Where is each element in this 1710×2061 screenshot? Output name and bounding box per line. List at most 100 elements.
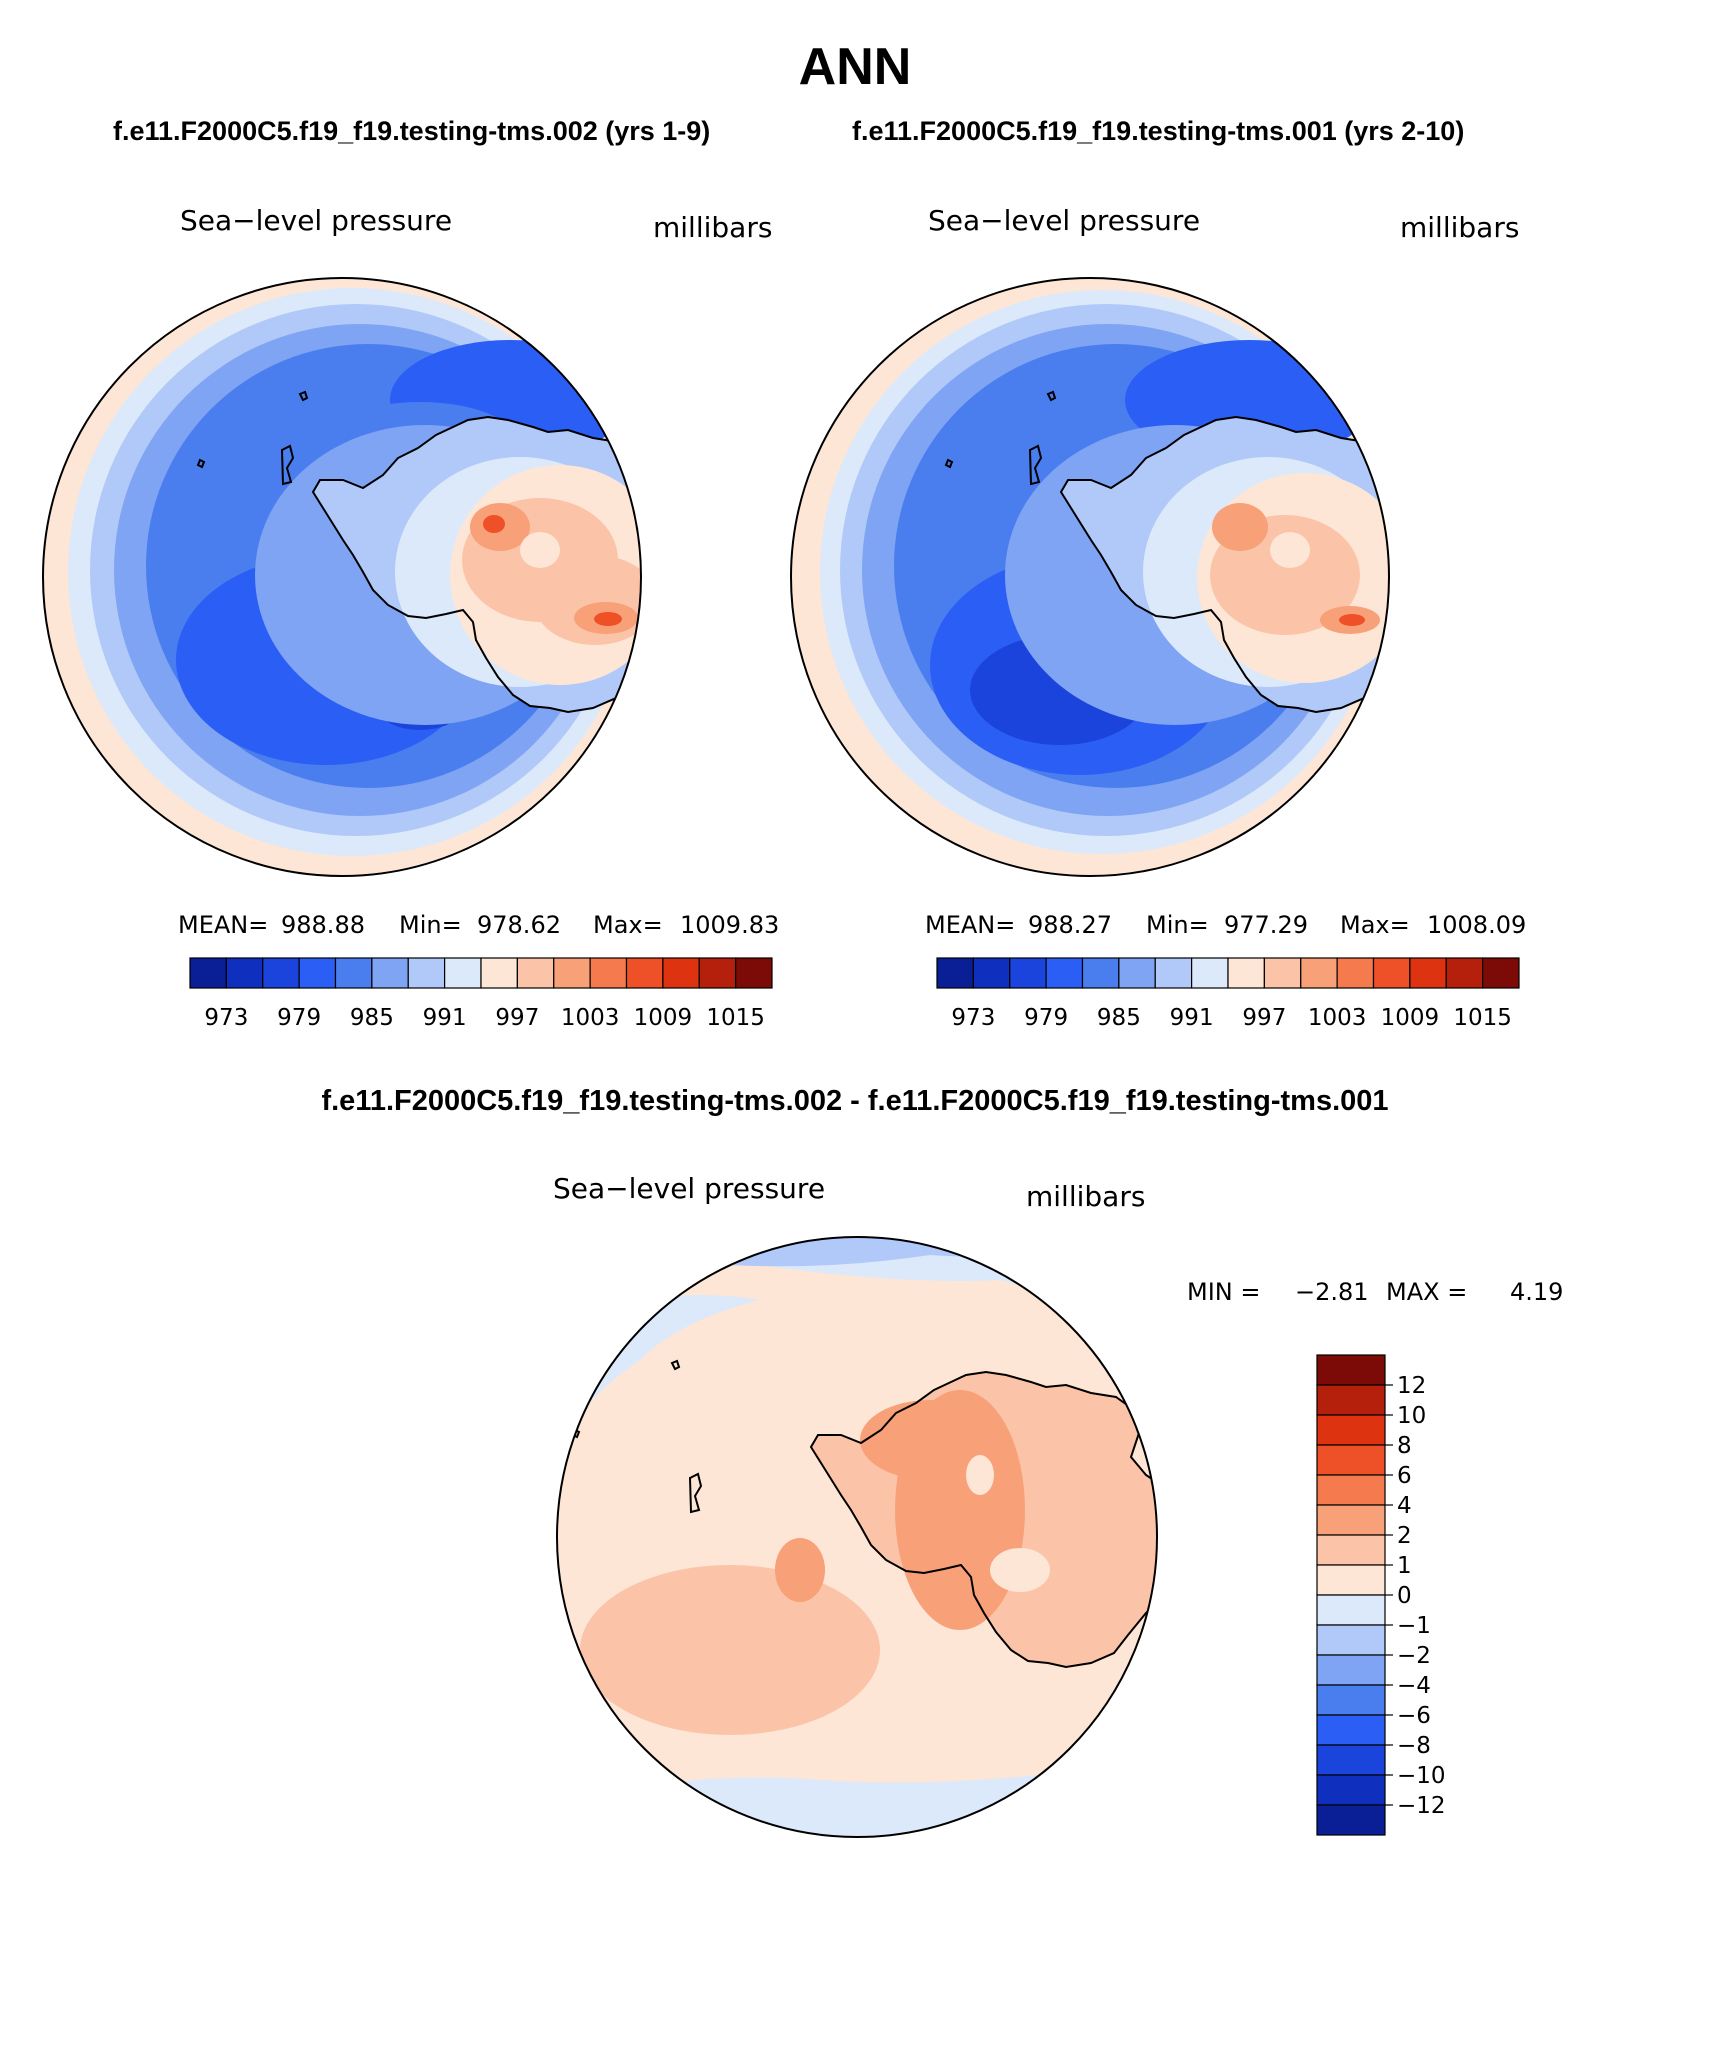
panel-2-colorbar-tick-label: 973 [951,1005,995,1031]
panel-1-variable-label: Sea−level pressure [180,204,452,237]
panel-2-colorbar-swatch [1409,957,1447,989]
panel-1-max-value: 1009.83 [680,911,779,939]
panel-2-max-label: Max= [1340,911,1410,939]
diff-colorbar-swatch [1316,1654,1386,1686]
panel-1-colorbar-tick-label: 979 [277,1005,321,1031]
panel-1-colorbar-swatch [625,957,664,989]
panel-1-mean-label: MEAN= [178,911,268,939]
panel-2-max-value: 1008.09 [1427,911,1526,939]
diff-colorbar-swatch [1316,1354,1386,1386]
panel-1-colorbar-swatch [407,957,446,989]
panel-2-colorbar-swatch [1336,957,1375,989]
panel-2-map [790,277,1390,877]
panel-2-mean-value: 988.27 [1028,911,1112,939]
panel-1-colorbar-tick-label: 973 [204,1005,248,1031]
diff-colorbar-swatch [1316,1624,1386,1656]
panel-2-colorbar-swatch [1227,957,1265,989]
diff-colorbar-tick-label: 10 [1397,1403,1426,1429]
panel-1-colorbar-swatch [298,957,337,989]
panel-2-subtitle: f.e11.F2000C5.f19_f19.testing-tms.001 (y… [852,116,1464,146]
diff-colorbar-swatch [1316,1774,1386,1806]
panel-1-colorbar-swatch [444,957,482,989]
diff-colorbar-swatch [1316,1744,1386,1776]
diff-max-label: MAX = [1386,1278,1467,1306]
panel-2-colorbar-swatch [1372,957,1411,989]
panel-1-map [42,277,642,877]
panel-1-colorbar-tick-label: 1003 [561,1005,620,1031]
panel-2-colorbar-swatch [936,957,974,989]
panel-2: Sea−level pressure millibars [790,204,1526,1031]
diff-max-value: 4.19 [1510,1278,1563,1306]
panel-1-colorbar-tick-label: 1015 [706,1005,765,1031]
panel-1-colorbar-swatch [589,957,628,989]
diff-min-value: −2.81 [1295,1278,1369,1306]
diff-colorbar-swatch [1316,1414,1386,1446]
panel-2-colorbar-swatch [1191,957,1229,989]
diff-colorbar-swatch [1316,1684,1386,1716]
diff-colorbar-tick-label: 0 [1397,1583,1412,1609]
panel-1: Sea−level pressure millibars [42,204,779,1031]
panel-2-colorbar-swatch [1081,957,1120,989]
diff-colorbar-swatch [1316,1444,1386,1476]
panel-2-colorbar-swatch [1118,957,1156,989]
diff-colorbar-swatch [1316,1534,1386,1566]
panel-1-max-label: Max= [593,911,663,939]
panel-2-variable-label: Sea−level pressure [928,204,1200,237]
diff-colorbar-tick-label: 2 [1397,1523,1412,1549]
diff-colorbar-swatch [1316,1384,1386,1416]
diff-units-label: millibars [1026,1180,1145,1213]
diff-colorbar-tick-label: −10 [1397,1763,1446,1789]
panel-1-colorbar-swatch [662,957,700,989]
diff-panel: f.e11.F2000C5.f19_f19.testing-tms.002 - … [321,1085,1563,1838]
diff-colorbar-swatch [1316,1504,1386,1536]
panel-1-colorbar-swatch [225,957,264,989]
diff-colorbar-tick-label: 12 [1397,1373,1426,1399]
diff-variable-label: Sea−level pressure [553,1172,825,1205]
panel-1-min-label: Min= [399,911,462,939]
panel-2-colorbar-tick-label: 979 [1024,1005,1068,1031]
panel-1-colorbar-tick-label: 1009 [634,1005,693,1031]
panel-1-colorbar-swatch [735,957,773,989]
panel-2-colorbar-swatch [1445,957,1484,989]
diff-colorbar-tick-label: 6 [1397,1463,1412,1489]
panel-1-colorbar-swatch [553,957,591,989]
panel-1-colorbar: 973 979 985 991 997 1003 1009 1015 [189,957,773,1031]
panel-2-min-value: 977.29 [1224,911,1308,939]
panel-1-colorbar-tick-label: 991 [423,1005,467,1031]
figure-title: ANN [799,38,912,96]
panel-1-subtitle: f.e11.F2000C5.f19_f19.testing-tms.002 (y… [113,116,710,146]
panel-2-colorbar-tick-label: 991 [1170,1005,1214,1031]
diff-colorbar-tick-label: 8 [1397,1433,1412,1459]
panel-2-colorbar-swatch [1482,957,1520,989]
panel-2-colorbar-swatch [1154,957,1193,989]
panel-1-min-value: 978.62 [477,911,561,939]
diff-colorbar-tick-label: 1 [1397,1553,1412,1579]
panel-1-colorbar-tick-label: 985 [350,1005,394,1031]
panel-2-colorbar-swatch [972,957,1011,989]
panel-1-colorbar-swatch [262,957,300,989]
panel-2-colorbar-tick-label: 985 [1097,1005,1141,1031]
panel-2-colorbar-swatch [1263,957,1302,989]
panel-1-colorbar-swatch [189,957,227,989]
panel-2-colorbar-tick-label: 1015 [1453,1005,1512,1031]
panel-1-colorbar-swatch [698,957,737,989]
diff-colorbar-tick-label: −6 [1397,1703,1431,1729]
diff-map [556,1236,1158,1838]
panel-1-mean-value: 988.88 [281,911,365,939]
panel-1-colorbar-swatch [334,957,373,989]
diff-subtitle: f.e11.F2000C5.f19_f19.testing-tms.002 - … [321,1085,1388,1117]
diff-colorbar-tick-label: −2 [1397,1643,1431,1669]
diff-colorbar-swatch [1316,1564,1386,1596]
diff-colorbar-swatch [1316,1474,1386,1506]
diff-colorbar-tick-label: −1 [1397,1613,1431,1639]
panel-1-colorbar-tick-label: 997 [495,1005,539,1031]
diff-colorbar-tick-label: 4 [1397,1493,1412,1519]
panel-2-colorbar-tick-label: 1009 [1381,1005,1440,1031]
panel-2-mean-label: MEAN= [925,911,1015,939]
diff-min-label: MIN = [1187,1278,1260,1306]
panel-1-colorbar-swatch [480,957,518,989]
panel-2-colorbar-tick-label: 1003 [1308,1005,1367,1031]
panel-2-colorbar-tick-label: 997 [1242,1005,1286,1031]
